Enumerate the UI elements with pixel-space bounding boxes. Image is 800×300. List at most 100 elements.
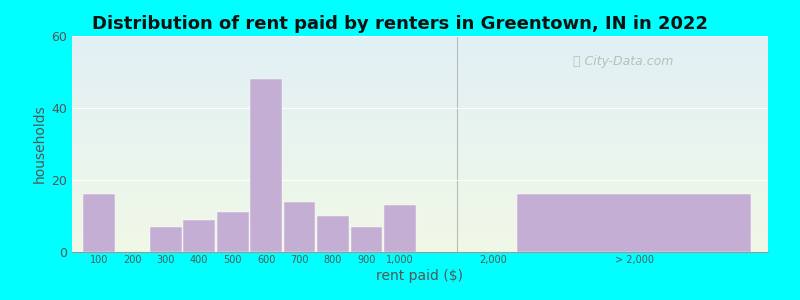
Bar [72, 215, 768, 217]
Bar [72, 228, 768, 230]
Bar [72, 241, 768, 243]
Bar [72, 77, 768, 79]
Bar [72, 73, 768, 75]
Bar [250, 79, 282, 252]
Bar [72, 56, 768, 58]
Bar [72, 178, 768, 181]
Bar [72, 66, 768, 68]
Bar [72, 142, 768, 144]
Bar [72, 185, 768, 187]
Bar [72, 157, 768, 159]
Bar [72, 105, 768, 107]
Bar [72, 103, 768, 105]
Bar [72, 170, 768, 172]
Bar [72, 161, 768, 164]
Bar [72, 53, 768, 56]
Bar [72, 122, 768, 124]
Bar [72, 49, 768, 51]
Bar [72, 166, 768, 168]
Bar [72, 47, 768, 49]
Bar [72, 245, 768, 248]
Bar [72, 112, 768, 114]
Bar [72, 114, 768, 116]
Bar [72, 60, 768, 62]
Bar [72, 127, 768, 129]
Bar [517, 194, 751, 252]
Bar [72, 133, 768, 135]
Bar [72, 200, 768, 202]
Bar [72, 79, 768, 81]
Bar [72, 243, 768, 245]
Bar [72, 70, 768, 73]
Bar [72, 129, 768, 131]
Bar [72, 207, 768, 209]
Bar [72, 191, 768, 194]
Bar [72, 43, 768, 45]
Y-axis label: households: households [33, 105, 47, 183]
Bar [183, 220, 215, 252]
Bar [72, 237, 768, 239]
Bar [72, 110, 768, 112]
Bar [72, 224, 768, 226]
Bar [317, 216, 349, 252]
Bar [72, 83, 768, 86]
X-axis label: rent paid ($): rent paid ($) [377, 269, 463, 283]
Bar [72, 58, 768, 60]
Bar [72, 88, 768, 90]
Bar [72, 116, 768, 118]
Bar [72, 202, 768, 205]
Bar [72, 172, 768, 174]
Bar [72, 159, 768, 161]
Bar [72, 51, 768, 53]
Bar [72, 81, 768, 83]
Bar [350, 227, 382, 252]
Bar [72, 235, 768, 237]
Bar [72, 226, 768, 228]
Bar [72, 62, 768, 64]
Bar [72, 194, 768, 196]
Bar [72, 92, 768, 94]
Bar [72, 137, 768, 140]
Text: Distribution of rent paid by renters in Greentown, IN in 2022: Distribution of rent paid by renters in … [92, 15, 708, 33]
Bar [72, 211, 768, 213]
Bar [72, 118, 768, 120]
Bar [72, 36, 768, 38]
Bar [72, 213, 768, 215]
Bar [72, 164, 768, 166]
Bar [72, 174, 768, 176]
Bar [384, 205, 416, 252]
Bar [72, 248, 768, 250]
Text: ⓘ City-Data.com: ⓘ City-Data.com [573, 56, 674, 68]
Bar [72, 176, 768, 178]
Bar [72, 97, 768, 99]
Bar [72, 222, 768, 224]
Bar [72, 101, 768, 103]
Bar [72, 239, 768, 241]
Bar [72, 75, 768, 77]
Bar [72, 232, 768, 235]
Bar [72, 220, 768, 222]
Bar [72, 151, 768, 153]
Bar [284, 202, 315, 252]
Bar [72, 90, 768, 92]
Bar [150, 227, 182, 252]
Bar [72, 94, 768, 97]
Bar [72, 140, 768, 142]
Bar [72, 230, 768, 232]
Bar [72, 205, 768, 207]
Bar [72, 146, 768, 148]
Bar [72, 86, 768, 88]
Bar [72, 40, 768, 43]
Bar [83, 194, 114, 252]
Bar [72, 124, 768, 127]
Bar [72, 120, 768, 122]
Bar [72, 99, 768, 101]
Bar [72, 196, 768, 198]
Bar [72, 68, 768, 70]
Bar [72, 187, 768, 189]
Bar [72, 189, 768, 191]
Bar [72, 250, 768, 252]
Bar [72, 135, 768, 137]
Bar [72, 209, 768, 211]
Bar [72, 183, 768, 185]
